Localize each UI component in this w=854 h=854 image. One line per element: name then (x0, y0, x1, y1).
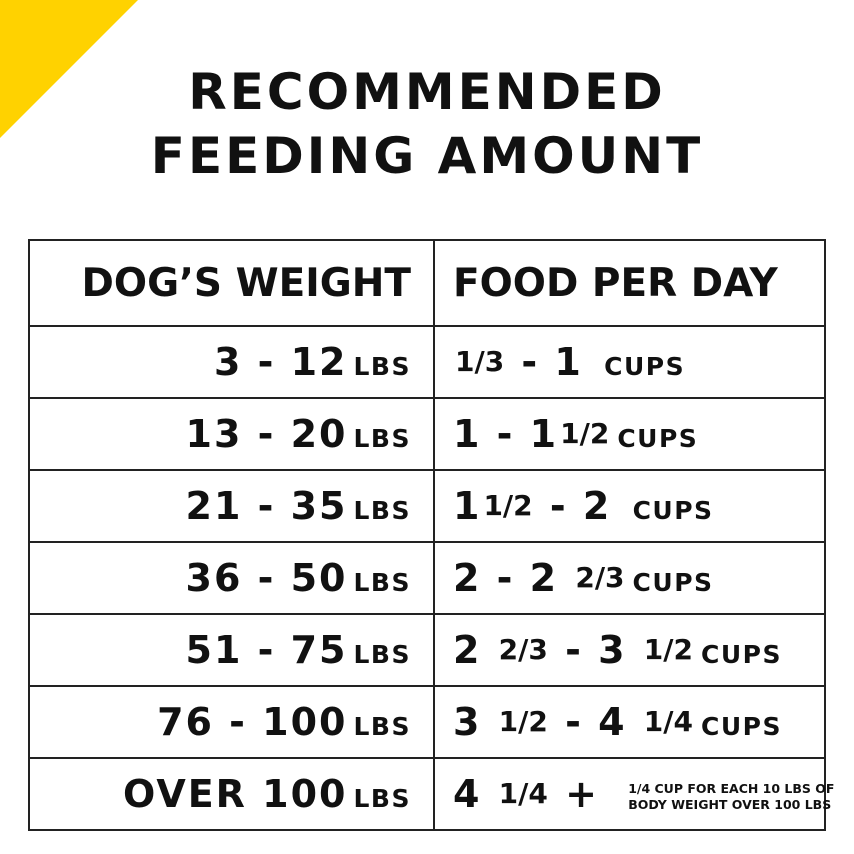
food-per-day-cell: 1/3 - 1 CUPS (433, 325, 826, 399)
table-row: 36 - 50 LBS 2 - 2 2/3 CUPS (28, 541, 826, 615)
amount: 1 - 1 (453, 412, 559, 456)
dog-weight-cell: OVER 100 LBS (28, 757, 435, 831)
amount: 2 (453, 628, 497, 672)
weight-range: 3 - 12 (213, 340, 348, 384)
dog-weight-cell: 3 - 12 LBS (28, 325, 435, 399)
food-per-day-cell: 2 2/3 - 3 1/2 CUPS (433, 613, 826, 687)
weight-range: 51 - 75 (185, 628, 348, 672)
amount: - 3 (549, 628, 642, 672)
yellow-corner-triangle (0, 0, 138, 138)
weight-range: 21 - 35 (185, 484, 348, 528)
weight-range: 76 - 100 (157, 700, 348, 744)
cups-unit: CUPS (632, 568, 714, 597)
dog-weight-cell: 21 - 35 LBS (28, 469, 435, 543)
dog-weight-cell: 13 - 20 LBS (28, 397, 435, 471)
amount: 4 (453, 772, 497, 816)
dog-weight-cell: 76 - 100 LBS (28, 685, 435, 759)
cups-unit: CUPS (700, 712, 782, 741)
weight-unit: LBS (353, 640, 411, 669)
fraction: 2/3 (575, 561, 625, 594)
amount: 3 (453, 700, 497, 744)
amount: 2 - 2 (453, 556, 574, 600)
amount: - 4 (549, 700, 642, 744)
fraction: 1/2 (643, 633, 693, 666)
fraction: 1/4 (498, 777, 548, 810)
food-per-day-cell: 3 1/2 - 4 1/4 CUPS (433, 685, 826, 759)
weight-unit: LBS (353, 784, 411, 813)
fraction: 1/3 (455, 345, 505, 378)
weight-range: 13 - 20 (185, 412, 348, 456)
table-row: OVER 100 LBS 4 1/4 + 1/4 CUP FOR EACH 10 L… (28, 757, 834, 831)
weight-unit: LBS (353, 352, 411, 381)
weight-unit: LBS (353, 496, 411, 525)
fraction: 2/3 (498, 633, 548, 666)
fraction: 1/2 (560, 417, 610, 450)
food-per-day-cell: 4 1/4 + 1/4 CUP FOR EACH 10 LBS OF BODY … (433, 757, 834, 831)
cups-unit: CUPS (632, 496, 714, 525)
amount: - 1 (506, 340, 599, 384)
fraction: 1/4 (643, 705, 693, 738)
extra-amount-note: 1/4 CUP FOR EACH 10 LBS OF BODY WEIGHT O… (628, 780, 835, 812)
fraction: 1/2 (498, 705, 548, 738)
table-row: 13 - 20 LBS 1 - 11/2 CUPS (28, 397, 826, 471)
dog-weight-cell: 51 - 75 LBS (28, 613, 435, 687)
food-per-day-cell: 11/2 - 2 CUPS (433, 469, 826, 543)
cups-unit: CUPS (617, 424, 699, 453)
feeding-table: DOG’S WEIGHT FOOD PER DAY 3 - 12 LBS 1/3 -… (28, 239, 834, 831)
header-dogs-weight: DOG’S WEIGHT (28, 239, 435, 327)
weight-range: 36 - 50 (185, 556, 348, 600)
title-line-1: RECOMMENDED (188, 63, 666, 121)
header-food-per-day: FOOD PER DAY (433, 239, 826, 327)
fraction: 1/2 (483, 489, 533, 522)
table-row: 51 - 75 LBS 2 2/3 - 3 1/2 CUPS (28, 613, 826, 687)
cups-unit: CUPS (604, 352, 686, 381)
weight-range: OVER 100 (123, 772, 348, 816)
weight-unit: LBS (353, 424, 411, 453)
amount: - 2 (534, 484, 627, 528)
table-header-row: DOG’S WEIGHT FOOD PER DAY (28, 239, 826, 327)
dog-weight-cell: 36 - 50 LBS (28, 541, 435, 615)
amount: 1 (453, 484, 482, 528)
food-per-day-cell: 1 - 11/2 CUPS (433, 397, 826, 471)
table-row: 3 - 12 LBS 1/3 - 1 CUPS (28, 325, 826, 399)
cups-unit: CUPS (700, 640, 782, 669)
title-line-2: FEEDING AMOUNT (150, 127, 704, 185)
table-row: 76 - 100 LBS 3 1/2 - 4 1/4 CUPS (28, 685, 826, 759)
weight-unit: LBS (353, 568, 411, 597)
weight-unit: LBS (353, 712, 411, 741)
food-per-day-cell: 2 - 2 2/3 CUPS (433, 541, 826, 615)
table-row: 21 - 35 LBS 11/2 - 2 CUPS (28, 469, 826, 543)
page-title: RECOMMENDED FEEDING AMOUNT (0, 60, 854, 188)
amount: + (549, 772, 615, 816)
